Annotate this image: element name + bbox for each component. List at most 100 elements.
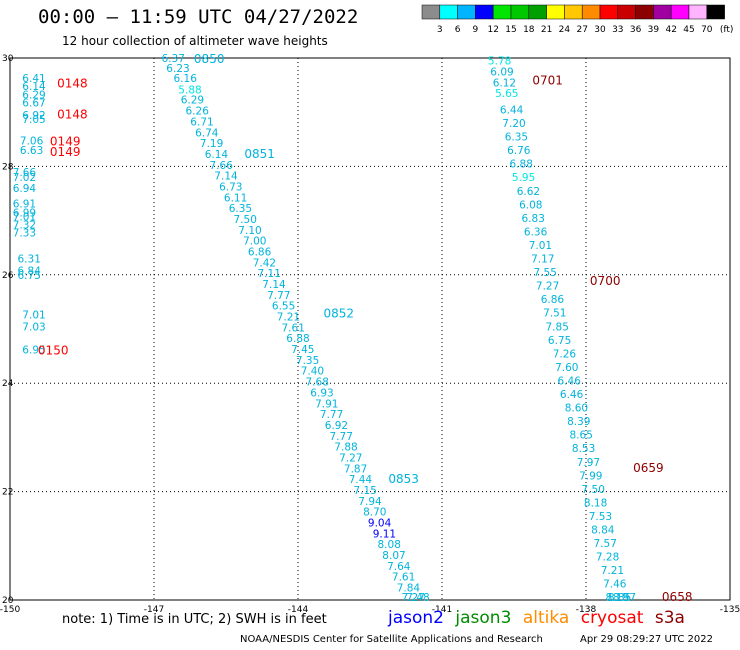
legend-cryosat: cryosat — [580, 608, 644, 628]
x-tick-label: -144 — [288, 605, 309, 615]
colorbar-swatch — [546, 4, 565, 20]
colorbar-swatch — [688, 4, 708, 20]
swh-value-label: 7.66 — [13, 167, 37, 179]
colorbar-swatch — [439, 4, 458, 20]
swh-value-label: 6.71 — [190, 116, 213, 128]
swh-value-label: 6.31 — [18, 254, 41, 266]
swh-value-label: 7.85 — [546, 321, 569, 333]
pass-time-label: 0851 — [244, 147, 275, 161]
swh-value-label: 8.60 — [565, 403, 588, 415]
y-tick-label: 24 — [2, 379, 14, 389]
swh-value-label: 7.15 — [354, 485, 377, 497]
swh-value-label: 7.45 — [291, 344, 314, 356]
colorbar-swatch — [706, 4, 725, 20]
swh-value-label: 6.93 — [310, 387, 333, 399]
colorbar-label: 24 — [559, 25, 571, 35]
legend-jason3: jason3 — [455, 608, 512, 628]
swh-value-label: 7.17 — [531, 254, 554, 266]
swh-value-label: 7.21 — [277, 312, 300, 324]
swh-value-label: 7.21 — [601, 565, 624, 577]
colorbar-label: 45 — [683, 25, 694, 35]
pass-time-label: 0700 — [590, 274, 621, 288]
pass-time-label: 0701 — [532, 74, 563, 88]
swh-value-label: 6.84 — [18, 265, 42, 277]
y-tick-label: 22 — [2, 488, 13, 498]
swh-value-label: 7.77 — [267, 290, 290, 302]
pass-time-label: 0150 — [38, 344, 69, 358]
swh-value-label: 7.50 — [234, 214, 257, 226]
swh-value-label: 7.20 — [502, 118, 525, 130]
swh-value-label: 7.97 — [577, 457, 600, 469]
swh-value-label: 7.61 — [282, 322, 305, 334]
colorbar-label: 70 — [701, 25, 713, 35]
colorbar-swatch — [492, 4, 512, 20]
colorbar-swatch — [475, 4, 494, 20]
colorbar-label: 27 — [576, 25, 587, 35]
swh-value-label: 7.87 — [344, 463, 367, 475]
swh-value-label: 7.01 — [13, 211, 36, 223]
colorbar-label: 36 — [630, 25, 642, 35]
colorbar-label: 3 — [437, 25, 443, 35]
swh-value-label: 8.07 — [382, 550, 405, 562]
swh-value-label: 7.27 — [339, 452, 362, 464]
pass-time-label: 0149 — [50, 145, 81, 159]
swh-value-label: 7.55 — [534, 267, 557, 279]
page-title: 00:00 – 11:59 UTC 04/27/2022 — [38, 6, 359, 28]
swh-value-label: 6.35 — [505, 132, 528, 144]
swh-value-label: 7.32 — [13, 219, 36, 231]
swh-value-label: 7.03 — [22, 321, 45, 333]
swh-value-label: 6.41 — [22, 73, 45, 85]
swh-value-label: 6.75 — [18, 270, 41, 282]
swh-value-label: 7.01 — [22, 309, 45, 321]
satellite-legend: jason2 jason3 altika cryosat s3a — [388, 608, 685, 628]
swh-value-label: 7.02 — [13, 172, 36, 184]
swh-value-label: 7.06 — [20, 135, 44, 147]
x-tick-label: -150 — [0, 605, 20, 615]
swh-value-label: 6.74 — [195, 127, 219, 139]
swh-value-label: 6.91 — [13, 198, 36, 210]
pass-time-label: 0850 — [194, 52, 225, 66]
swh-value-label: 9.04 — [368, 517, 392, 529]
swh-value-label: 7.00 — [243, 236, 266, 248]
colorbar-label: 42 — [665, 25, 676, 35]
swh-value-label: 7.35 — [296, 355, 319, 367]
pass-time-label: 0148 — [57, 76, 88, 90]
plot-frame — [9, 57, 731, 601]
swh-value-label: 8.18 — [584, 497, 607, 509]
colorbar-label: 30 — [594, 25, 606, 35]
swh-value-label: 7.57 — [594, 538, 617, 550]
swh-value-label: 7.10 — [238, 225, 261, 237]
timestamp-text: Apr 29 08:29:27 UTC 2022 — [580, 634, 713, 645]
swh-value-label: 8.65 — [570, 430, 593, 442]
swh-value-label: 6.94 — [13, 183, 37, 195]
legend-altika: altika — [522, 608, 570, 628]
swh-value-label: 6.37 — [162, 53, 185, 65]
swh-value-label: 6.62 — [517, 186, 540, 198]
swh-value-label: 7.27 — [402, 592, 425, 604]
swh-value-label: 8.15 — [606, 592, 629, 604]
colorbar-label: 9 — [473, 25, 479, 35]
swh-value-label: 6.26 — [186, 106, 210, 118]
swh-value-label: 6.23 — [166, 63, 189, 75]
swh-value-label: 7.14 — [214, 171, 238, 183]
x-tick-label: -135 — [720, 605, 740, 615]
swh-value-label: 6.88 — [286, 333, 309, 345]
pass-time-label: 0852 — [324, 307, 355, 321]
colorbar-unit: (ft) — [720, 25, 734, 35]
swh-value-label: 8.08 — [378, 539, 401, 551]
swh-value-label: 6.09 — [490, 67, 513, 79]
swh-value-label: 7.05 — [22, 114, 45, 126]
swh-value-label: 6.08 — [519, 199, 542, 211]
swh-value-label: 7.77 — [330, 431, 353, 443]
pass-time-label: 0853 — [388, 472, 419, 486]
colorbar-label: 6 — [455, 25, 461, 35]
swh-value-label: 7.46 — [603, 579, 627, 591]
colorbar-swatch — [635, 4, 654, 20]
swh-value-label: 8.39 — [567, 416, 590, 428]
swh-value-label: 7.26 — [553, 348, 577, 360]
swh-value-label: 7.48 — [406, 592, 429, 604]
pass-time-label: 0149 — [50, 134, 81, 148]
swh-value-label: 7.99 — [579, 470, 602, 482]
swh-value-label: 6.75 — [548, 335, 571, 347]
x-tick-label: -147 — [144, 605, 164, 615]
